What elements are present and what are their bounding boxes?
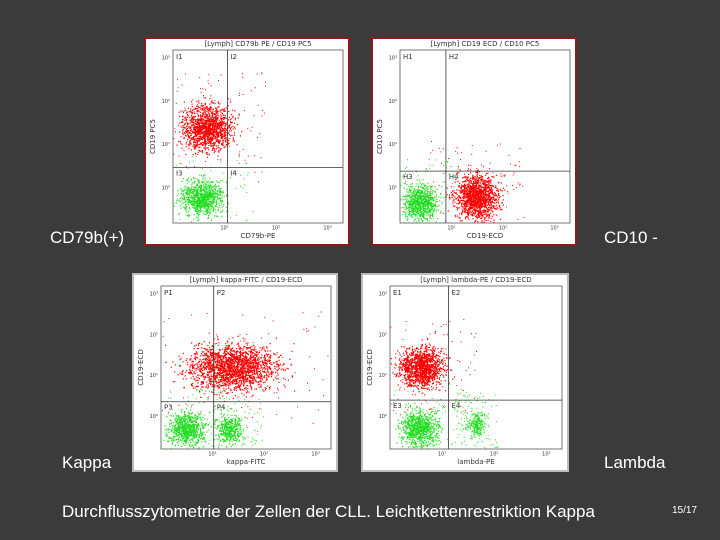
- y-tick-label: 10¹: [389, 142, 397, 148]
- y-tick-label: 10²: [379, 332, 387, 338]
- y-axis-label: CD10 PC5: [376, 119, 384, 154]
- quadrant-label: E2: [451, 289, 460, 297]
- cell-cloud: [173, 72, 267, 183]
- caption: Durchflusszytometrie der Zellen der CLL.…: [62, 502, 595, 521]
- x-tick-label: 10²: [490, 452, 498, 458]
- y-tick-label: 10⁰: [150, 414, 158, 420]
- quadrant-label: E1: [393, 289, 402, 297]
- x-tick-label: 10¹: [438, 452, 446, 458]
- quadrant-label: P2: [217, 289, 226, 297]
- quadrant-label: I1: [176, 53, 183, 61]
- y-tick-label: 10³: [389, 56, 397, 62]
- plot-area: [172, 49, 344, 224]
- quadrant-label: H2: [449, 53, 459, 61]
- y-tick-label: 10²: [162, 99, 170, 105]
- cell-cloud: [400, 159, 463, 223]
- cell-cloud: [195, 397, 264, 449]
- panel: [144, 37, 350, 246]
- quadrant-label: I3: [176, 170, 183, 178]
- quadrant-label: P1: [164, 289, 173, 297]
- x-tick-label: 10³: [542, 452, 550, 458]
- x-tick-label: 10¹: [208, 452, 216, 458]
- quadrant-label: I4: [230, 170, 237, 178]
- x-tick-label: 10²: [499, 226, 507, 232]
- x-axis-label: CD79b-PE: [241, 232, 276, 240]
- plot-area: [160, 285, 332, 450]
- y-tick-label: 10⁰: [162, 185, 170, 191]
- cell-cloud: [162, 311, 329, 426]
- x-tick-label: 10²: [260, 452, 268, 458]
- page-number: 15/17: [672, 505, 698, 516]
- y-tick-label: 10¹: [150, 373, 158, 379]
- x-axis-label: kappa-FITC: [227, 458, 266, 466]
- y-axis-label: CD19 PC5: [149, 119, 157, 154]
- y-axis-label: CD19-ECD: [366, 349, 374, 385]
- side-label: Lambda: [604, 453, 666, 472]
- cell-cloud: [425, 140, 525, 224]
- side-label: CD79b(+): [50, 228, 125, 247]
- y-tick-label: 10³: [379, 292, 387, 298]
- panel-title: [Lymph] kappa-FITC / CD19-ECD: [190, 276, 303, 284]
- quadrant-label: I2: [230, 53, 237, 61]
- y-tick-label: 10³: [150, 292, 158, 298]
- quadrant-label: H3: [403, 173, 413, 181]
- plot-area: [399, 49, 571, 224]
- quadrant-label: H4: [449, 173, 459, 181]
- panel-title: [Lymph] lambda-PE / CD19-ECD: [420, 276, 531, 284]
- quadrant-label: E3: [393, 402, 402, 410]
- cell-cloud: [393, 383, 467, 450]
- panel-title: [Lymph] CD19 ECD / CD10 PC5: [431, 40, 540, 48]
- panel: [361, 273, 569, 472]
- x-axis-label: lambda-PE: [457, 458, 494, 466]
- x-tick-label: 10³: [323, 226, 331, 232]
- y-tick-label: 10⁰: [379, 414, 387, 420]
- cell-cloud: [161, 389, 230, 450]
- x-tick-label: 10¹: [220, 226, 228, 232]
- y-tick-label: 10⁰: [389, 185, 397, 191]
- x-tick-label: 10³: [311, 452, 319, 458]
- x-axis-label: CD19-ECD: [467, 232, 503, 240]
- quadrant-label: P4: [217, 404, 226, 412]
- y-tick-label: 10³: [162, 56, 170, 62]
- x-tick-label: 10¹: [447, 226, 455, 232]
- cell-cloud: [390, 319, 478, 417]
- quadrant-label: P3: [164, 404, 173, 412]
- cell-cloud: [173, 156, 254, 223]
- y-tick-label: 10¹: [379, 373, 387, 379]
- y-tick-label: 10¹: [162, 142, 170, 148]
- panel-title: [Lymph] CD79b PE / CD19 PC5: [204, 40, 311, 48]
- quadrant-label: E4: [451, 402, 460, 410]
- y-tick-label: 10²: [389, 99, 397, 105]
- quadrant-label: H1: [403, 53, 413, 61]
- side-label: CD10 -: [604, 228, 658, 247]
- y-axis-label: CD19-ECD: [137, 349, 145, 385]
- x-tick-label: 10²: [272, 226, 280, 232]
- y-tick-label: 10²: [150, 332, 158, 338]
- side-label: Kappa: [62, 453, 112, 472]
- plot-area: [389, 285, 563, 450]
- panel: [371, 37, 577, 246]
- x-tick-label: 10³: [550, 226, 558, 232]
